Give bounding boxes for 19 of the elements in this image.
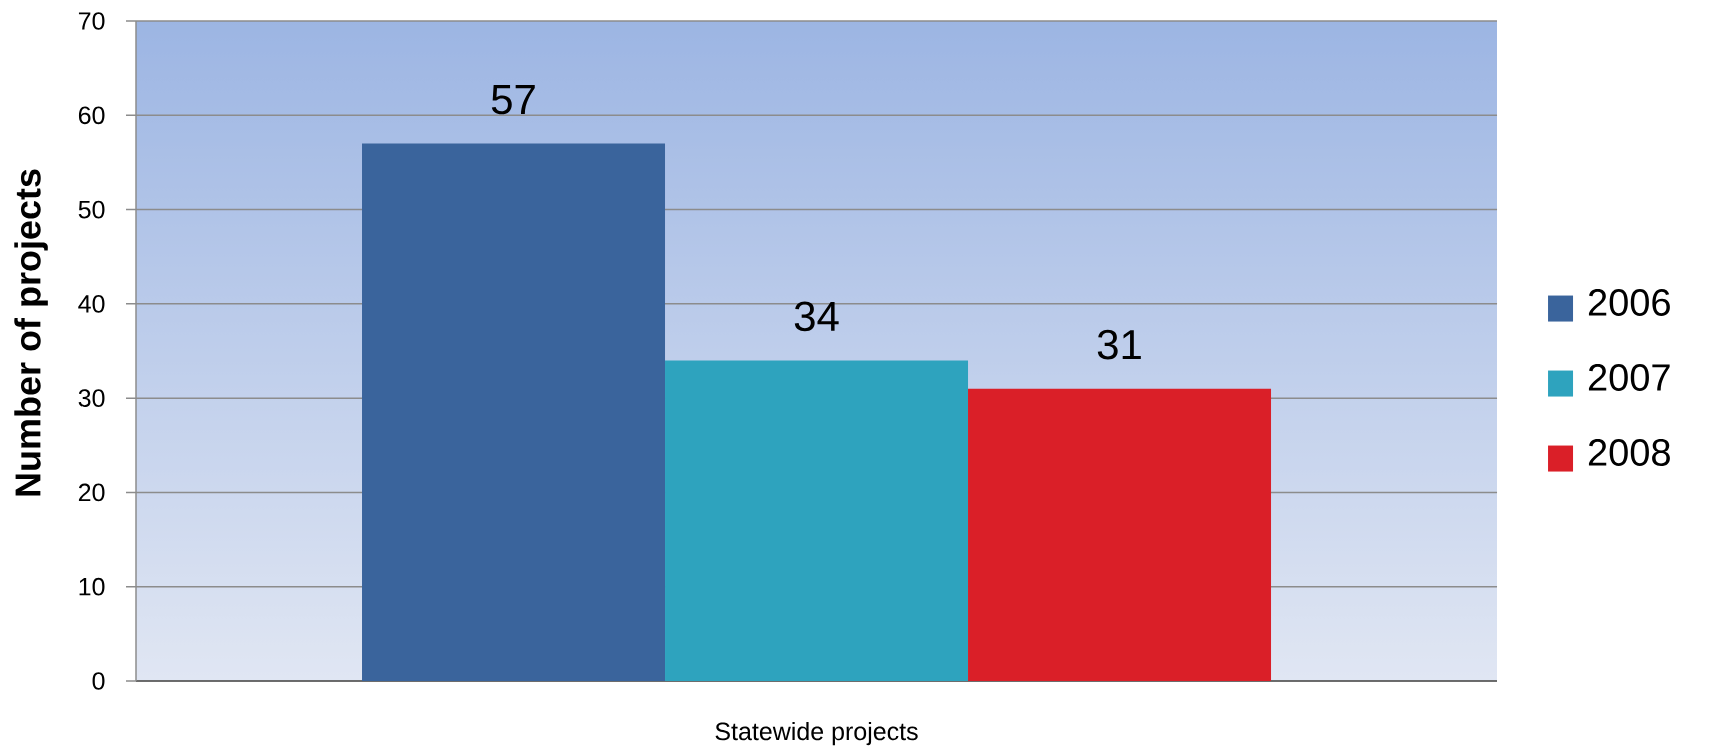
legend-label: 2008 bbox=[1588, 439, 1670, 466]
y-axis-title: Number of projects bbox=[14, 169, 48, 496]
data-label: 31 bbox=[1097, 329, 1141, 360]
y-tick-label: 20 bbox=[78, 483, 105, 502]
x-tick-label: Statewide projects bbox=[715, 721, 918, 746]
bar bbox=[362, 143, 666, 681]
bar bbox=[665, 360, 969, 681]
bar bbox=[968, 388, 1272, 681]
y-tick-label: 40 bbox=[78, 295, 105, 313]
y-tick-label: 60 bbox=[78, 106, 105, 125]
y-tick-label: 70 bbox=[78, 12, 105, 30]
legend-label: 2006 bbox=[1588, 289, 1670, 316]
y-tick-label: 50 bbox=[78, 200, 105, 219]
legend-label: 2007 bbox=[1588, 364, 1670, 391]
data-label: 34 bbox=[794, 301, 839, 332]
y-tick-label: 0 bbox=[92, 672, 105, 690]
y-tick-label: 10 bbox=[79, 577, 105, 596]
data-label: 57 bbox=[491, 85, 535, 115]
y-tick-label: 30 bbox=[78, 389, 105, 407]
